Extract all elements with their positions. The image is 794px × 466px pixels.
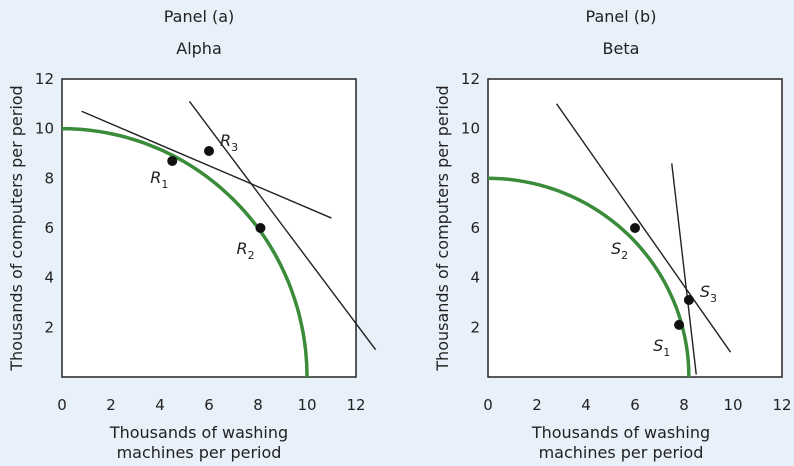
plot-area <box>61 78 357 378</box>
point-s1 <box>674 319 685 330</box>
x-tick-label: 4 <box>581 396 591 414</box>
y-tick-label: 10 <box>461 120 480 138</box>
chart-title: Alpha <box>176 39 222 58</box>
panel-label: Panel (b) <box>586 7 657 26</box>
point-label: R1 <box>150 168 168 191</box>
x-axis-label: machines per period <box>117 443 282 462</box>
x-tick-label: 12 <box>772 396 791 414</box>
y-axis-label: Thousands of computers per period <box>7 85 26 371</box>
y-tick-label: 6 <box>44 219 54 237</box>
x-tick-label: 2 <box>106 396 116 414</box>
point-r1 <box>167 155 178 166</box>
tangent-line <box>556 103 732 353</box>
y-tick-label: 8 <box>44 169 54 187</box>
x-tick-label: 0 <box>483 396 493 414</box>
ppc-curve <box>61 126 309 378</box>
x-axis-label: Thousands of washing <box>531 423 710 442</box>
point-s3 <box>683 295 694 306</box>
point-r3 <box>204 146 214 157</box>
x-tick-label: 8 <box>679 396 689 414</box>
y-axis-label: Thousands of computers per period <box>433 85 452 371</box>
y-tick-label: 2 <box>470 318 480 336</box>
y-tick-label: 12 <box>461 70 480 88</box>
panel-b: Panel (b) Beta 0 2 4 6 8 10 12 2 4 6 8 10 12 Thousands … <box>433 7 792 462</box>
point-label: R2 <box>236 239 254 262</box>
point-r2 <box>255 223 266 233</box>
panel-label: Panel (a) <box>164 7 235 26</box>
x-tick-label: 10 <box>723 396 742 414</box>
point-label: S2 <box>611 239 628 262</box>
x-tick-label: 0 <box>57 396 67 414</box>
tangent-line <box>671 163 697 375</box>
x-axis-label: Thousands of washing <box>109 423 288 442</box>
point-s2 <box>630 223 640 233</box>
y-tick-label: 4 <box>470 269 480 287</box>
panel-a: Panel (a) Alpha 0 2 4 6 8 10 12 2 4 6 8 10 12 Thousands… <box>7 7 377 462</box>
tangent-line <box>188 100 377 351</box>
chart-title: Beta <box>603 39 640 58</box>
x-axis-label: machines per period <box>539 443 704 462</box>
point-label: S1 <box>653 336 670 359</box>
y-tick-label: 8 <box>470 169 480 187</box>
point-label: S3 <box>700 282 717 305</box>
x-tick-label: 4 <box>155 396 165 414</box>
x-tick-label: 6 <box>204 396 214 414</box>
tangent-line <box>81 110 332 219</box>
x-tick-label: 10 <box>297 396 316 414</box>
x-tick-label: 2 <box>532 396 542 414</box>
y-tick-label: 2 <box>44 318 54 336</box>
point-label: R3 <box>220 131 238 154</box>
y-tick-label: 10 <box>35 120 54 138</box>
x-tick-label: 12 <box>346 396 365 414</box>
y-tick-label: 6 <box>470 219 480 237</box>
y-tick-label: 4 <box>44 269 54 287</box>
y-tick-label: 12 <box>35 70 54 88</box>
x-tick-label: 8 <box>253 396 263 414</box>
x-tick-label: 6 <box>630 396 640 414</box>
